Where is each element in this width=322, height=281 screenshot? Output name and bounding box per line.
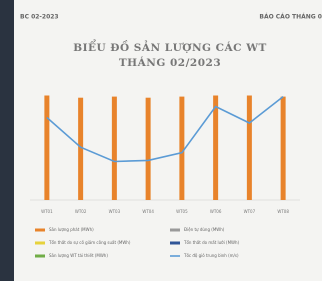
legend-label: Sản lượng WT tái thiết (MWh) (49, 253, 108, 258)
chart-title: BIỂU ĐỒ SẢN LƯỢNG CÁC WT (73, 38, 267, 54)
bar (44, 96, 49, 201)
legend-label: Tốc độ gió trung bình (m/s) (183, 253, 239, 258)
x-tick-label: WT02 (75, 209, 87, 214)
header-right: BÁO CÁO THÁNG 0 (259, 14, 322, 21)
bar (78, 98, 83, 200)
bar (179, 97, 184, 200)
legend-swatch (35, 255, 45, 258)
x-tick-label: WT05 (176, 209, 188, 214)
chart: BC 02-2023 BÁO CÁO THÁNG 0 BIỂU ĐỒ SẢN L… (0, 0, 322, 281)
legend-swatch (35, 242, 45, 245)
bar (213, 96, 218, 201)
bar (281, 97, 286, 200)
x-tick-label: WT07 (244, 209, 256, 214)
bar (247, 96, 252, 201)
x-tick-label: WT08 (277, 209, 289, 214)
x-tick-label: WT06 (210, 209, 222, 214)
page: {"header": {"left": "BC 02-2023", "right… (0, 0, 322, 281)
photo-edge (0, 0, 14, 281)
x-tick-label: WT04 (142, 209, 154, 214)
header-left: BC 02-2023 (20, 14, 59, 21)
legend-swatch (170, 242, 180, 245)
legend-swatch (170, 229, 180, 232)
legend-label: Sản lượng phát (MWh) (49, 227, 94, 232)
legend-swatch (35, 229, 45, 232)
legend-label: Tổn thất do sự cố giảm công suất (MWh) (48, 240, 131, 245)
x-tick-label: WT03 (109, 209, 121, 214)
bar (112, 97, 117, 200)
chart-subtitle: THÁNG 02/2023 (119, 55, 221, 69)
x-tick-label: WT01 (41, 209, 53, 214)
legend-label: Điện tự dùng (MWh) (184, 227, 225, 232)
bar (146, 98, 151, 200)
legend-label: Tổn thất do mất lưới (MWh) (183, 240, 240, 245)
